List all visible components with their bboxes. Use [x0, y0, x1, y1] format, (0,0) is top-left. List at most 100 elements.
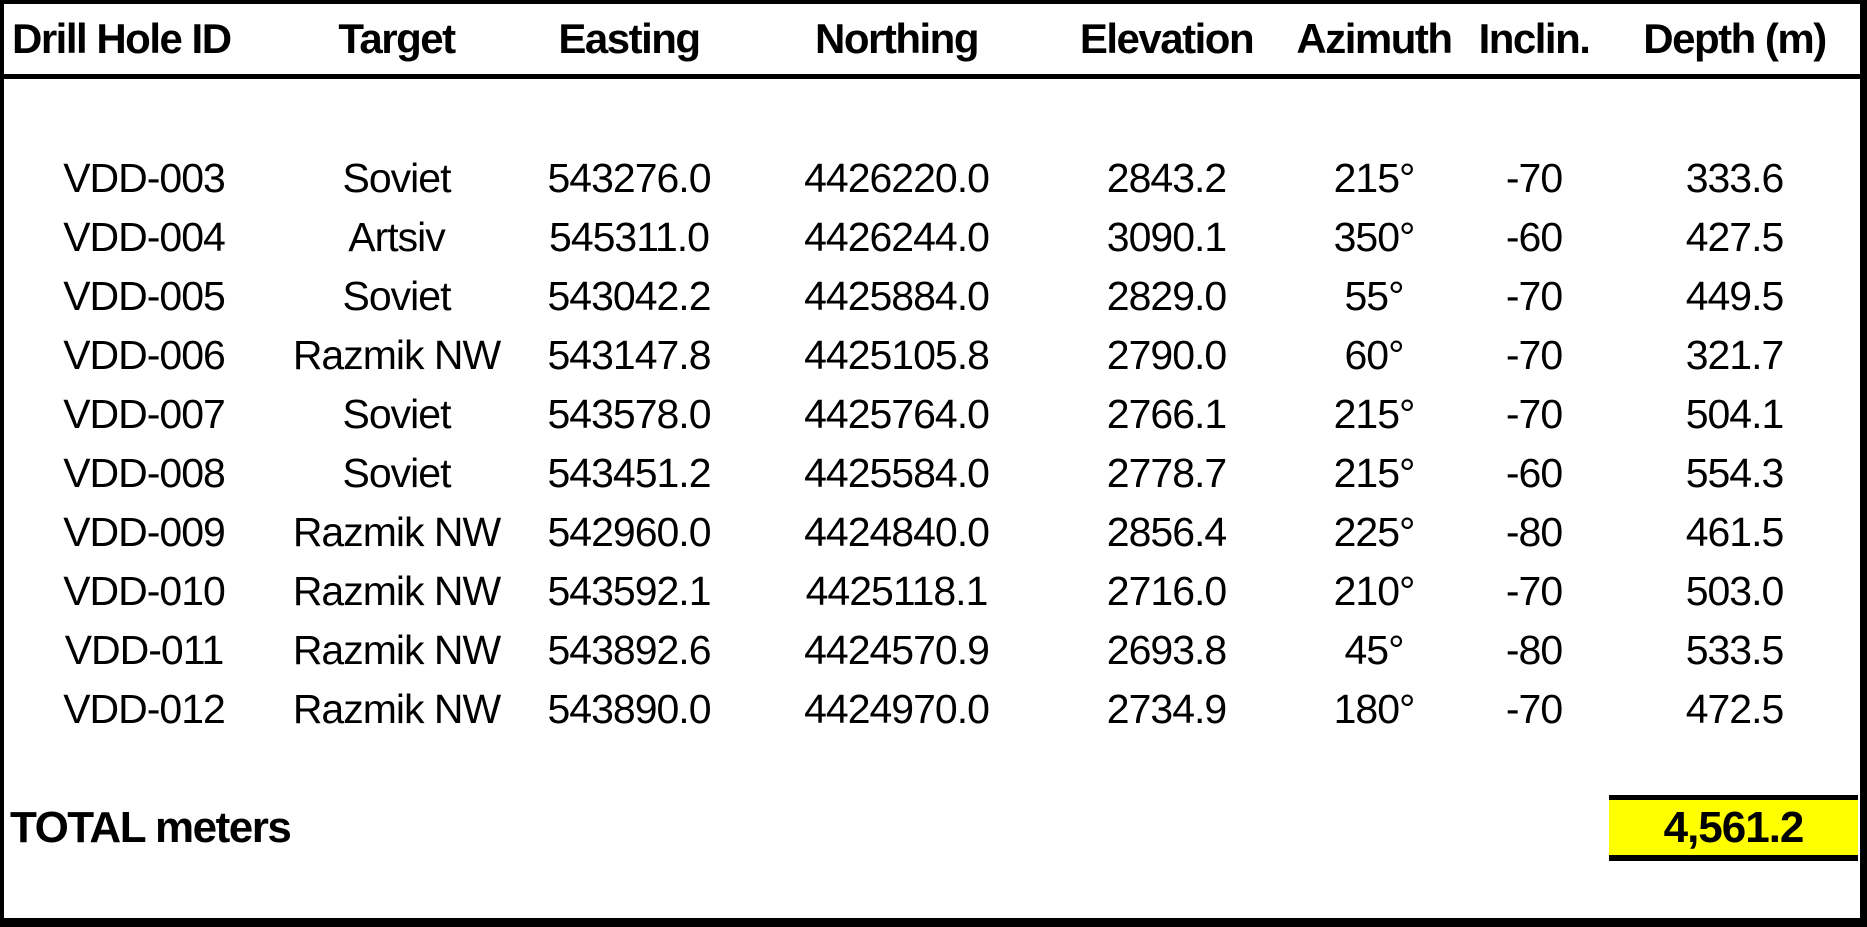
- cell-elevation: 2856.4: [1106, 509, 1227, 555]
- cell-target: Razmik NW: [292, 686, 501, 732]
- cell-easting: 543592.1: [547, 568, 711, 614]
- cell-easting: 543451.2: [547, 450, 711, 496]
- cell-inclination: -60: [1505, 214, 1563, 260]
- cell-inclination: -70: [1505, 332, 1563, 378]
- cell-easting: 543892.6: [547, 627, 711, 673]
- cell-easting: 543578.0: [547, 391, 711, 437]
- cell-target: Soviet: [342, 450, 452, 496]
- cell-azimuth: 215°: [1333, 450, 1416, 496]
- cell-target: Razmik NW: [292, 568, 501, 614]
- cell-azimuth: 180°: [1333, 686, 1416, 732]
- table-row: VDD-006 Razmik NW 543147.8 4425105.8 279…: [4, 326, 1860, 385]
- cell-inclination: -80: [1505, 627, 1563, 673]
- cell-depth: 554.3: [1685, 450, 1785, 496]
- cell-depth: 504.1: [1685, 391, 1785, 437]
- spacer-row: [4, 77, 1860, 150]
- table-row: VDD-011 Razmik NW 543892.6 4424570.9 269…: [4, 621, 1860, 680]
- cell-inclination: -60: [1505, 450, 1563, 496]
- cell-depth: 503.0: [1685, 568, 1785, 614]
- cell-inclination: -70: [1505, 391, 1563, 437]
- table-row: VDD-007 Soviet 543578.0 4425764.0 2766.1…: [4, 385, 1860, 444]
- cell-target: Soviet: [342, 155, 452, 201]
- header-easting: Easting: [509, 4, 749, 79]
- table-row: VDD-012 Razmik NW 543890.0 4424970.0 273…: [4, 680, 1860, 739]
- cell-elevation: 2829.0: [1106, 273, 1227, 319]
- cell-northing: 4425884.0: [804, 273, 990, 319]
- cell-northing: 4426220.0: [804, 155, 990, 201]
- spacer-row: [4, 864, 1860, 904]
- cell-depth: 427.5: [1685, 214, 1785, 260]
- cell-target: Razmik NW: [292, 509, 501, 555]
- table-header-row: Drill Hole ID Target Easting Northing El…: [4, 4, 1860, 79]
- cell-depth: 533.5: [1685, 627, 1785, 673]
- cell-elevation: 2693.8: [1106, 627, 1227, 673]
- cell-azimuth: 215°: [1333, 391, 1416, 437]
- cell-elevation: 2766.1: [1106, 391, 1227, 437]
- table-row: VDD-004 Artsiv 545311.0 4426244.0 3090.1…: [4, 208, 1860, 267]
- cell-elevation: 2734.9: [1106, 686, 1227, 732]
- cell-easting: 543147.8: [547, 332, 711, 378]
- cell-drill-hole-id: VDD-008: [63, 450, 226, 496]
- cell-elevation: 2790.0: [1106, 332, 1227, 378]
- cell-drill-hole-id: VDD-009: [63, 509, 226, 555]
- cell-elevation: 2716.0: [1106, 568, 1227, 614]
- cell-inclination: -70: [1505, 686, 1563, 732]
- cell-inclination: -70: [1505, 273, 1563, 319]
- cell-target: Razmik NW: [292, 332, 501, 378]
- cell-azimuth: 55°: [1344, 273, 1404, 319]
- cell-inclination: -70: [1505, 155, 1563, 201]
- cell-target: Soviet: [342, 391, 452, 437]
- cell-easting: 545311.0: [549, 214, 710, 260]
- header-drill-hole-id: Drill Hole ID: [4, 4, 284, 79]
- cell-azimuth: 60°: [1344, 332, 1404, 378]
- cell-northing: 4424570.9: [804, 627, 990, 673]
- cell-easting: 543890.0: [547, 686, 711, 732]
- cell-inclination: -70: [1505, 568, 1563, 614]
- cell-depth: 321.7: [1685, 332, 1785, 378]
- cell-depth: 472.5: [1685, 686, 1785, 732]
- drill-table: Drill Hole ID Target Easting Northing El…: [4, 4, 1860, 904]
- cell-northing: 4424970.0: [804, 686, 990, 732]
- cell-drill-hole-id: VDD-010: [63, 568, 226, 614]
- total-row: TOTAL meters 4,561.2: [4, 792, 1860, 864]
- cell-target: Artsiv: [348, 214, 446, 260]
- cell-azimuth: 210°: [1333, 568, 1416, 614]
- table-row: VDD-005 Soviet 543042.2 4425884.0 2829.0…: [4, 267, 1860, 326]
- cell-easting: 542960.0: [547, 509, 711, 555]
- header-azimuth: Azimuth: [1289, 4, 1459, 79]
- total-cell: 4,561.2: [1609, 792, 1860, 864]
- cell-azimuth: 45°: [1344, 627, 1404, 673]
- cell-depth: 461.5: [1685, 509, 1785, 555]
- cell-northing: 4425584.0: [804, 450, 990, 496]
- cell-inclination: -80: [1505, 509, 1563, 555]
- cell-drill-hole-id: VDD-011: [64, 627, 225, 673]
- table-row: VDD-010 Razmik NW 543592.1 4425118.1 271…: [4, 562, 1860, 621]
- cell-depth: 449.5: [1685, 273, 1785, 319]
- cell-northing: 4426244.0: [804, 214, 990, 260]
- table-row: VDD-008 Soviet 543451.2 4425584.0 2778.7…: [4, 444, 1860, 503]
- cell-northing: 4424840.0: [804, 509, 990, 555]
- header-elevation: Elevation: [1044, 4, 1289, 79]
- cell-azimuth: 350°: [1333, 214, 1416, 260]
- header-inclination: Inclin.: [1459, 4, 1609, 79]
- cell-target: Razmik NW: [292, 627, 501, 673]
- total-meters-value: 4,561.2: [1609, 795, 1858, 861]
- cell-elevation: 2778.7: [1106, 450, 1227, 496]
- header-depth: Depth (m): [1609, 4, 1860, 79]
- cell-drill-hole-id: VDD-006: [63, 332, 226, 378]
- cell-northing: 4425764.0: [804, 391, 990, 437]
- cell-azimuth: 225°: [1333, 509, 1416, 555]
- cell-drill-hole-id: VDD-005: [63, 273, 226, 319]
- cell-drill-hole-id: VDD-012: [63, 686, 226, 732]
- cell-depth: 333.6: [1685, 155, 1785, 201]
- cell-northing: 4425118.1: [805, 568, 989, 614]
- cell-elevation: 3090.1: [1106, 214, 1227, 260]
- cell-drill-hole-id: VDD-003: [63, 155, 226, 201]
- cell-easting: 543276.0: [547, 155, 711, 201]
- cell-target: Soviet: [342, 273, 452, 319]
- cell-azimuth: 215°: [1333, 155, 1416, 201]
- cell-drill-hole-id: VDD-007: [63, 391, 226, 437]
- spacer-row: [4, 739, 1860, 792]
- header-target: Target: [284, 4, 509, 79]
